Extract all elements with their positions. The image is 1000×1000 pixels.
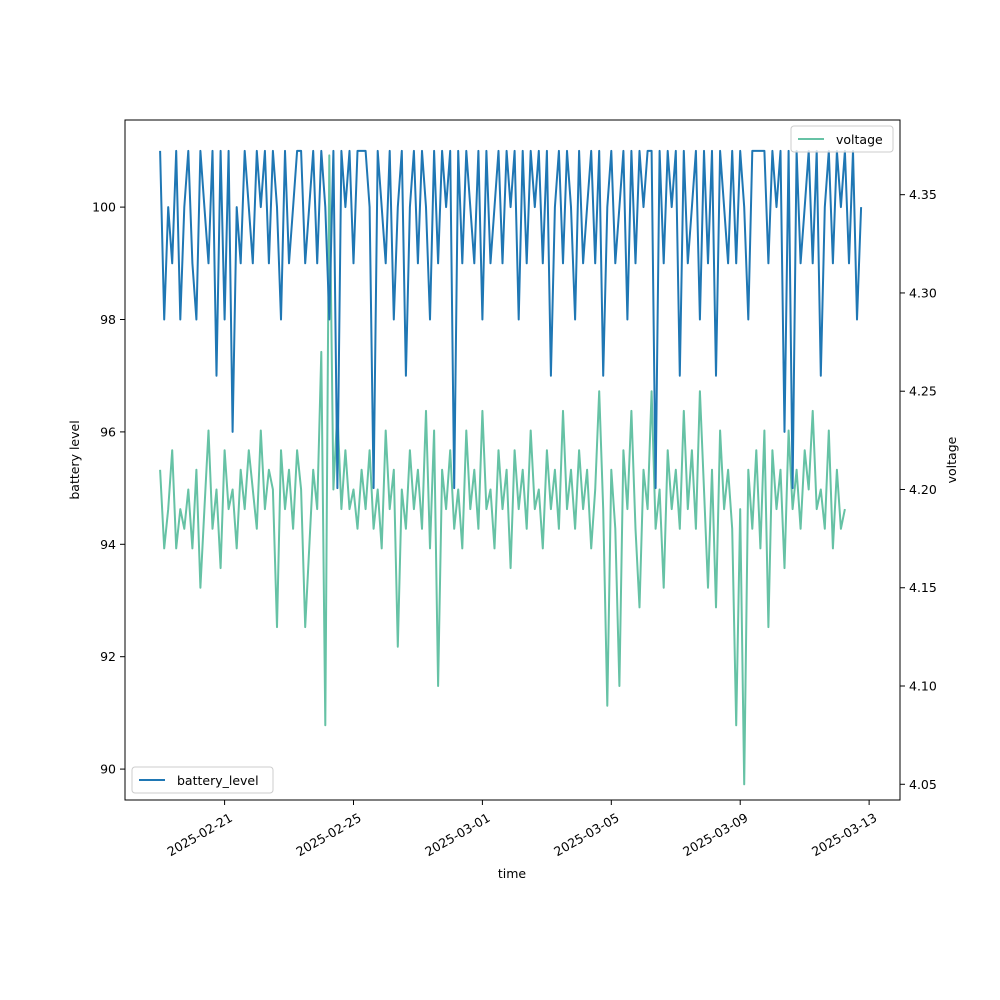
y-right-tick-label: 4.05 [909,777,937,792]
y-right-tick-label: 4.35 [909,187,937,202]
y-left-tick-label: 92 [100,649,116,664]
legend-label-voltage: voltage [836,132,883,147]
y-right-tick-label: 4.15 [909,580,937,595]
x-tick-label: 2025-03-01 [422,810,492,859]
x-tick-label: 2025-02-25 [293,810,363,859]
y-left-tick-label: 100 [92,200,116,215]
legend-voltage: voltage [790,125,894,153]
plot-frame [124,119,901,801]
y-left-tick-label: 98 [100,312,116,327]
series-line-battery_level [159,149,863,490]
y-left-tick-label: 96 [100,424,116,439]
y-right-tick-label: 4.20 [909,482,937,497]
y-left-tick-label: 90 [100,762,116,777]
y-right-tick-label: 4.25 [909,384,937,399]
x-tick-label: 2025-03-09 [680,810,750,859]
y-right-tick-label: 4.30 [909,285,937,300]
x-axis-label: time [498,866,527,881]
y-left-tick-label: 94 [100,537,116,552]
x-tick-label: 2025-03-13 [809,810,879,859]
x-tick-label: 2025-03-05 [551,810,621,859]
y-axis-right-label: voltage [944,436,959,483]
y-right-tick-label: 4.10 [909,679,937,694]
x-tick-label: 2025-02-21 [164,810,234,859]
series-line-voltage [159,154,846,786]
y-axis-left-label: battery level [67,420,82,499]
legend-label-battery: battery_level [177,773,259,788]
legend-battery: battery_level [131,766,274,794]
